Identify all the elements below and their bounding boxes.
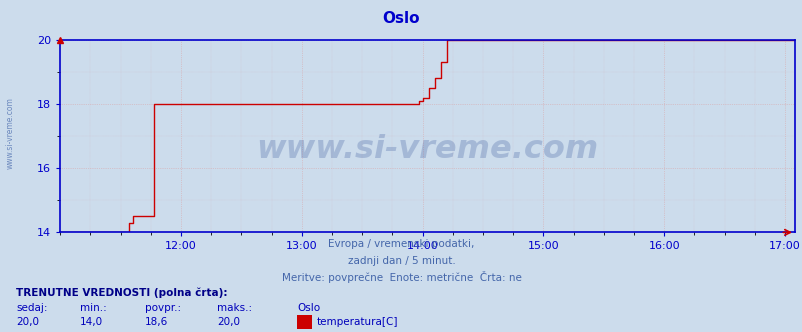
Text: povpr.:: povpr.:	[144, 303, 180, 313]
Text: 20,0: 20,0	[16, 317, 39, 327]
Text: Oslo: Oslo	[383, 11, 419, 26]
Text: sedaj:: sedaj:	[16, 303, 47, 313]
Text: Evropa / vremenski podatki,: Evropa / vremenski podatki,	[328, 239, 474, 249]
Text: 20,0: 20,0	[217, 317, 240, 327]
Text: www.si-vreme.com: www.si-vreme.com	[6, 97, 15, 169]
Text: 18,6: 18,6	[144, 317, 168, 327]
Text: 14,0: 14,0	[80, 317, 103, 327]
Text: temperatura[C]: temperatura[C]	[317, 317, 398, 327]
Text: Meritve: povprečne  Enote: metrične  Črta: ne: Meritve: povprečne Enote: metrične Črta:…	[282, 271, 520, 283]
Text: min.:: min.:	[80, 303, 107, 313]
Text: www.si-vreme.com: www.si-vreme.com	[256, 134, 598, 165]
Text: Oslo: Oslo	[297, 303, 320, 313]
Text: maks.:: maks.:	[217, 303, 252, 313]
Text: zadnji dan / 5 minut.: zadnji dan / 5 minut.	[347, 256, 455, 266]
Text: TRENUTNE VREDNOSTI (polna črta):: TRENUTNE VREDNOSTI (polna črta):	[16, 288, 227, 298]
